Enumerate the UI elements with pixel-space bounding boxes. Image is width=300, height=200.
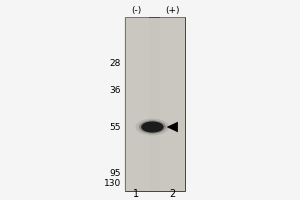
Ellipse shape: [139, 120, 166, 134]
Text: 36: 36: [110, 86, 121, 95]
Bar: [160, 17, 185, 191]
Ellipse shape: [136, 119, 169, 135]
Text: (-): (-): [131, 6, 142, 16]
Text: 95: 95: [110, 168, 121, 178]
Polygon shape: [167, 122, 178, 132]
Text: 130: 130: [104, 178, 121, 188]
Ellipse shape: [141, 121, 164, 133]
Bar: [124, 17, 184, 191]
Text: 1: 1: [134, 189, 140, 199]
Text: (+): (+): [165, 6, 180, 16]
Text: 55: 55: [110, 122, 121, 132]
Text: 2: 2: [169, 189, 175, 199]
Text: 28: 28: [110, 60, 121, 68]
Bar: [124, 17, 149, 191]
